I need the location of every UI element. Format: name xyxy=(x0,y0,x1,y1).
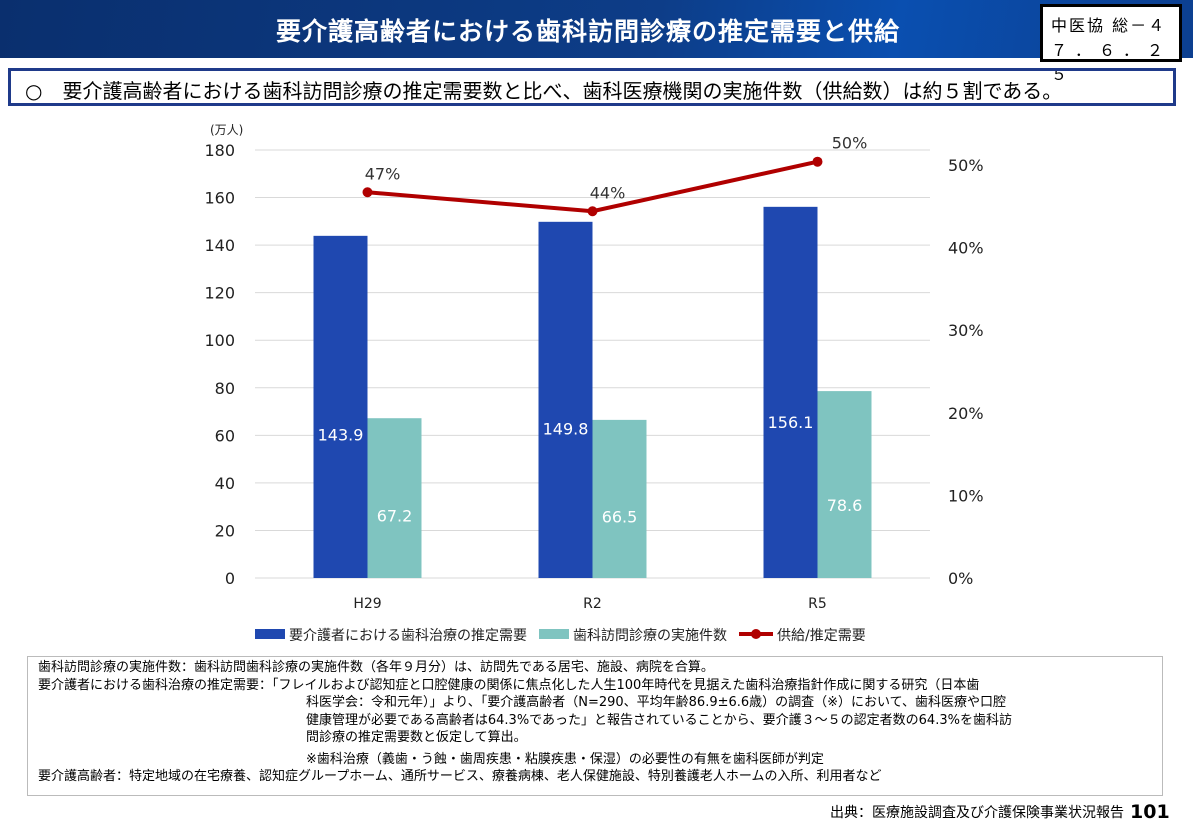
bar-value-label: 156.1 xyxy=(768,413,814,432)
y-tick-label: 180 xyxy=(204,141,235,160)
notes-box: 歯科訪問診療の実施件数：歯科訪問歯科診療の実施件数（各年９月分）は、訪問先である… xyxy=(27,656,1163,796)
bar xyxy=(817,391,872,578)
ratio-point xyxy=(587,206,598,217)
note-line: 問診療の推定需要数と仮定して算出。 xyxy=(306,730,527,745)
legend-label: 歯科訪問診療の実施件数 xyxy=(573,627,727,644)
y-tick-label: 60 xyxy=(215,426,235,445)
note-line: 要介護者における歯科治療の推定需要：「フレイルおよび認知症と口腔健康の関係に焦点… xyxy=(38,677,980,693)
note-line: 科医学会：令和元年）」より、「要介護高齢者（N=290、平均年齢86.9±6.6… xyxy=(306,695,1007,710)
legend-label: 供給/推定需要 xyxy=(777,628,866,644)
note-line: ※歯科治療（義歯・う蝕・歯周疾患・粘膜疾患・保湿）の必要性の有無を歯科医師が判定 xyxy=(306,751,824,767)
bar xyxy=(763,206,818,578)
bar-value-label: 149.8 xyxy=(543,419,589,438)
y-tick-label: 20 xyxy=(215,521,235,540)
chart: 0 20 40 60 80 100 120 140 160 180 (万人) 0% 10% 20% 30% 4… xyxy=(204,123,984,644)
y-tick-label: 160 xyxy=(204,189,235,208)
y-tick-label: 40 xyxy=(215,474,235,493)
bar-value-label: 67.2 xyxy=(377,507,413,526)
bar-value-label: 78.6 xyxy=(827,496,863,515)
document-stamp: 中医協 総－４ ７．６．２５ xyxy=(1040,4,1182,84)
note-line: 要介護高齢者：特定地域の在宅療養、認知症グループホーム、通所サービス、療養病棟、… xyxy=(38,769,882,784)
page-title: 要介護高齢者における歯科訪問診療の推定需要と供給 xyxy=(275,17,900,46)
y-tick-label: 120 xyxy=(204,284,235,303)
title-banner xyxy=(0,0,1193,58)
y2-tick-label: 0% xyxy=(948,569,973,588)
ratio-label: 50% xyxy=(832,134,868,153)
y-tick-label: 100 xyxy=(204,331,235,350)
bar xyxy=(313,235,368,579)
y-tick-label: 0 xyxy=(225,569,235,588)
stamp-line1: 中医協 総－４ xyxy=(1051,16,1167,35)
y2-tick-label: 10% xyxy=(948,486,984,505)
y2-tick-label: 40% xyxy=(948,239,984,258)
x-tick-label: R2 xyxy=(583,596,602,612)
note-line: 健康管理が必要である高齢者は64.3%であった」と報告されていることから、要介護… xyxy=(306,712,1012,728)
ratio-point xyxy=(812,156,823,167)
y-tick-label: 80 xyxy=(215,379,235,398)
ratio-point xyxy=(362,187,373,198)
y2-tick-label: 30% xyxy=(948,321,984,340)
legend-label: 要介護者における歯科治療の推定需要 xyxy=(289,627,527,644)
y-tick-label: 140 xyxy=(204,236,235,255)
summary-box: ○ 要介護高齢者における歯科訪問診療の推定需要数と比べ、歯科医療機関の実施件数（… xyxy=(8,68,1176,106)
ratio-label: 47% xyxy=(365,164,401,183)
bar-value-label: 66.5 xyxy=(602,507,638,526)
y-unit-label: (万人) xyxy=(210,123,243,137)
bar xyxy=(592,419,647,578)
legend-marker xyxy=(751,629,761,639)
y2-tick-label: 20% xyxy=(948,404,984,423)
y2-tick-label: 50% xyxy=(948,156,984,175)
x-tick-label: R5 xyxy=(808,596,827,612)
bar xyxy=(367,418,422,578)
legend-swatch xyxy=(255,629,285,639)
page-number: 101 xyxy=(1130,801,1170,823)
x-tick-label: H29 xyxy=(353,596,381,612)
source-text: 出典：医療施設調査及び介護保険事業状況報告 xyxy=(830,805,1124,821)
note-line: 歯科訪問診療の実施件数：歯科訪問歯科診療の実施件数（各年９月分）は、訪問先である… xyxy=(38,660,714,675)
legend-swatch xyxy=(539,629,569,639)
ratio-label: 44% xyxy=(590,183,626,202)
bar-value-label: 143.9 xyxy=(318,425,364,444)
bar xyxy=(538,221,593,578)
